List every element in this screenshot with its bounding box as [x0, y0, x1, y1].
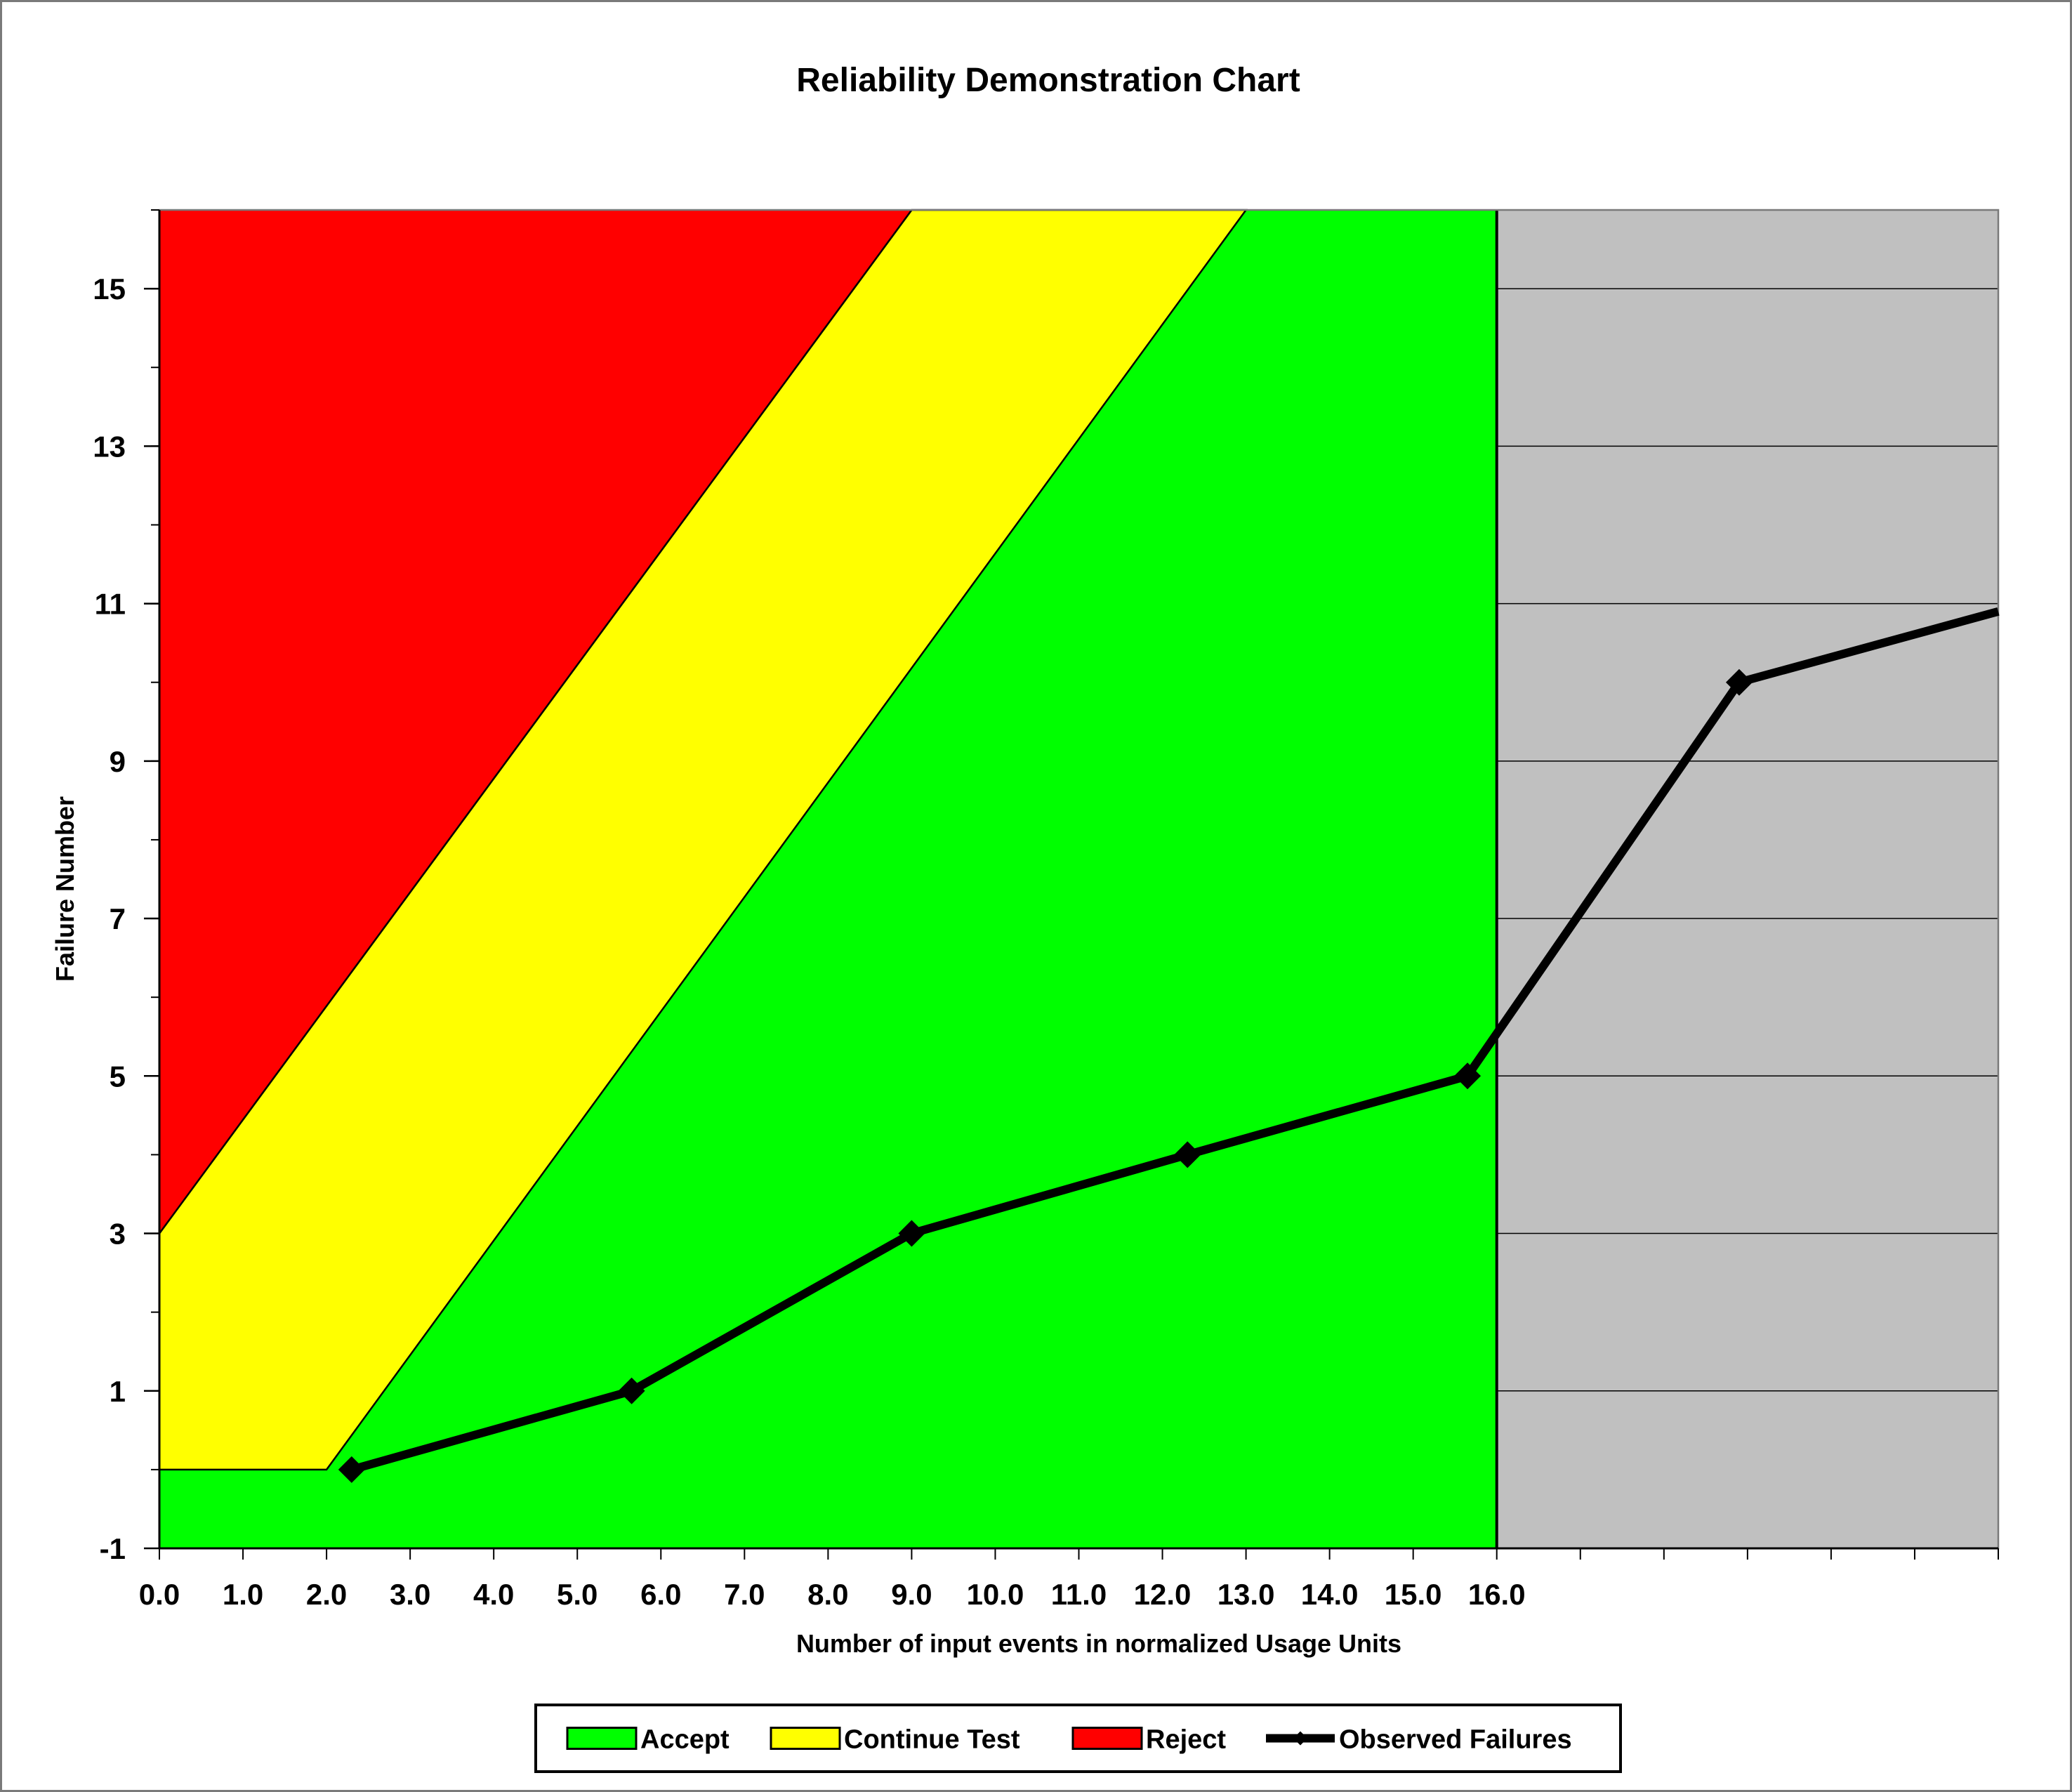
- y-tick-label: 15: [93, 272, 126, 305]
- x-tick-label: 16.0: [1468, 1578, 1526, 1611]
- legend-swatch: [566, 1727, 638, 1750]
- x-tick-label: 14.0: [1301, 1578, 1359, 1611]
- chart-title: Reliability Demonstration Chart: [796, 62, 1300, 99]
- x-tick-label: 3.0: [390, 1578, 430, 1611]
- x-tick-label: 15.0: [1385, 1578, 1442, 1611]
- x-axis-label: Number of input events in normalized Usa…: [796, 1629, 1401, 1658]
- observed-failure-point: [1454, 1062, 1482, 1090]
- y-tick-label: 11: [95, 588, 126, 621]
- plot-area: [158, 209, 2000, 1550]
- x-tick-label: 1.0: [223, 1578, 263, 1611]
- x-tick-label: 6.0: [640, 1578, 681, 1611]
- x-tick-label: 12.0: [1134, 1578, 1192, 1611]
- x-tick-label: 9.0: [891, 1578, 932, 1611]
- x-tick-label: 4.0: [473, 1578, 514, 1611]
- legend-label: Reject: [1146, 1725, 1226, 1755]
- y-tick-label: -1: [100, 1532, 126, 1565]
- legend: Accept Continue Test Reject Observed Failur…: [534, 1704, 1622, 1773]
- series-layer: [338, 607, 2000, 1483]
- beyond-limit-region: [1496, 210, 1998, 1548]
- y-tick-label: 3: [110, 1218, 126, 1251]
- legend-label: Continue Test: [844, 1725, 1020, 1755]
- legend-label: Observed Failures: [1339, 1725, 1572, 1755]
- y-tick-label: 7: [110, 902, 126, 935]
- observed-failure-point: [338, 1456, 365, 1483]
- x-tick-label: 5.0: [557, 1578, 598, 1611]
- y-tick-label: 13: [93, 430, 126, 463]
- observed-failure-point: [1725, 668, 1753, 696]
- y-tick-label: 5: [110, 1060, 126, 1093]
- y-axis-label: Failure Number: [51, 796, 79, 982]
- x-tick-label: 0.0: [139, 1578, 180, 1611]
- x-tick-label: 11.0: [1051, 1578, 1107, 1611]
- x-tick-label: 13.0: [1218, 1578, 1275, 1611]
- legend-swatch: [1071, 1727, 1143, 1750]
- observed-failure-point: [618, 1377, 645, 1404]
- legend-label: Accept: [640, 1725, 730, 1755]
- x-tick-label: 8.0: [807, 1578, 848, 1611]
- x-tick-label: 10.0: [967, 1578, 1024, 1611]
- x-tick-label: 7.0: [724, 1578, 765, 1611]
- y-tick-label: 1: [110, 1375, 126, 1408]
- legend-swatch: [770, 1727, 841, 1750]
- y-tick-label: 9: [110, 745, 126, 778]
- x-tick-label: 2.0: [306, 1578, 347, 1611]
- reject-boundary-line: [158, 209, 913, 1234]
- observed-failure-point: [1174, 1141, 1201, 1168]
- legend-marker: [1293, 1731, 1307, 1746]
- observed-failure-point: [898, 1220, 925, 1247]
